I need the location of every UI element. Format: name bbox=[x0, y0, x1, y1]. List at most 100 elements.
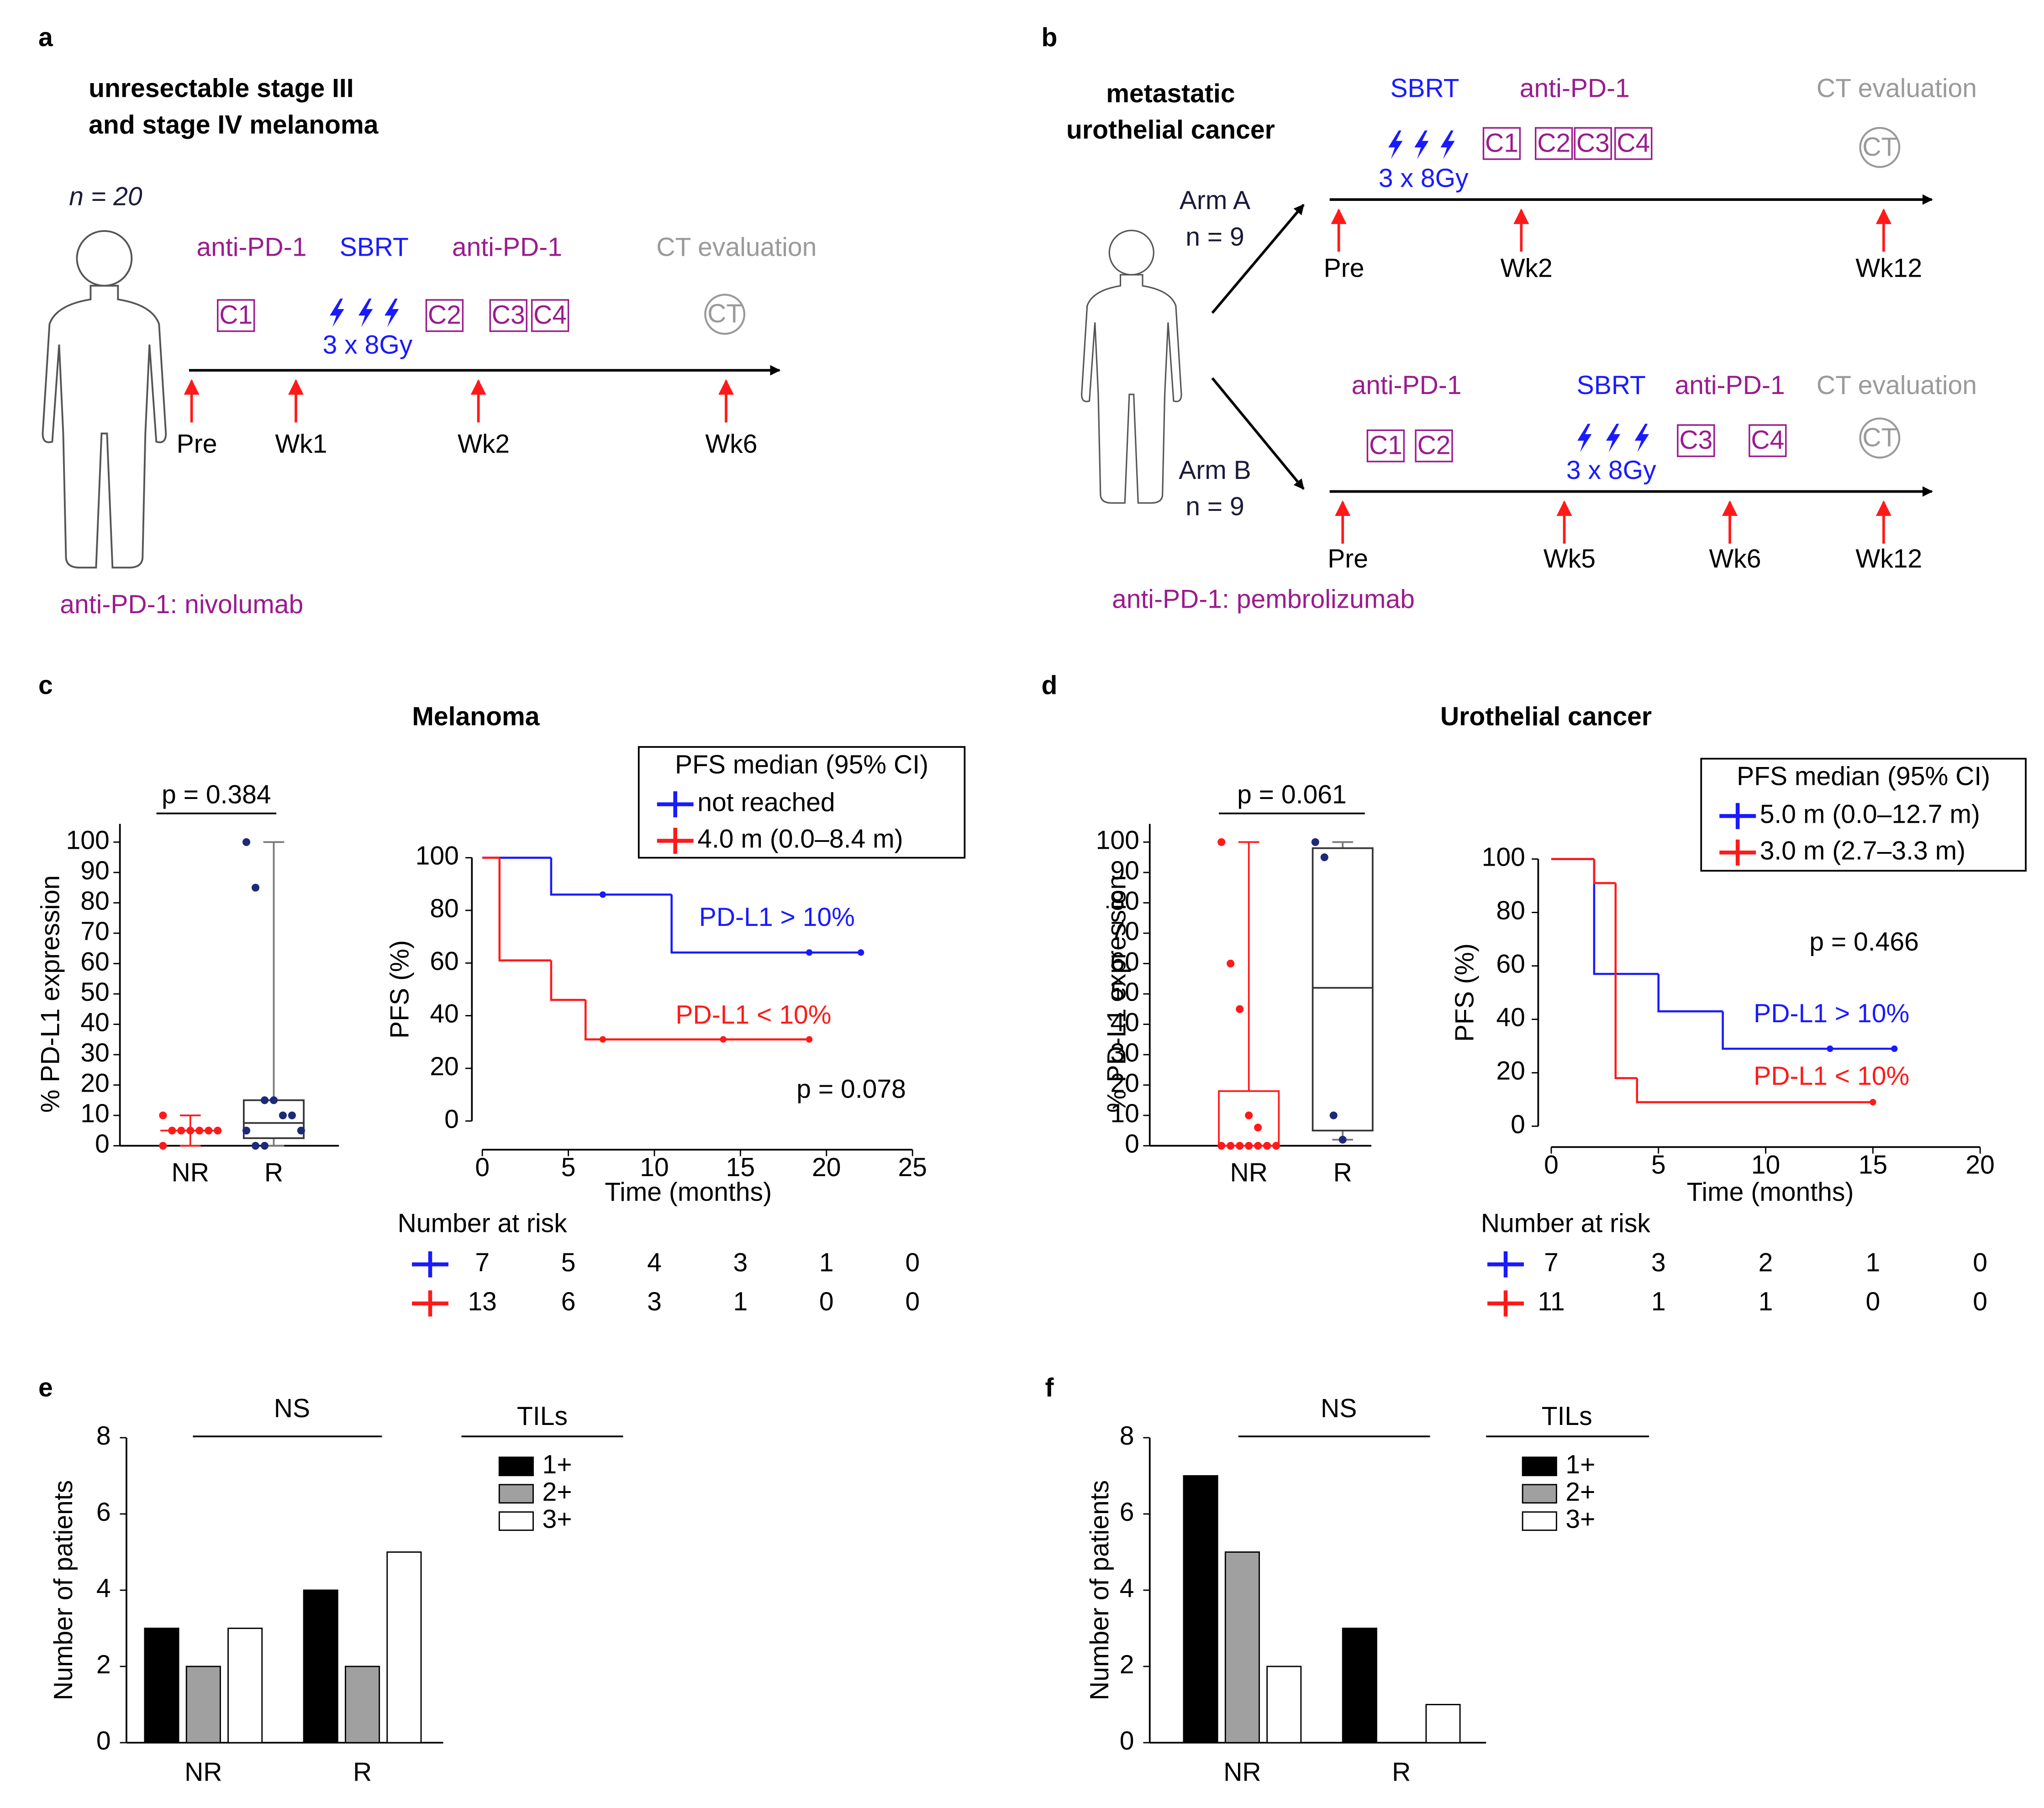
legend-swatch bbox=[1522, 1511, 1557, 1531]
arm-arrow bbox=[1211, 204, 1305, 314]
bar bbox=[144, 1628, 179, 1744]
y-tick-label: 80 bbox=[1496, 896, 1525, 925]
y-tick-label: 90 bbox=[1110, 856, 1139, 885]
legend-title: PFS median (95% CI) bbox=[675, 750, 928, 779]
scheme-title: unresectable stage III bbox=[89, 74, 354, 103]
legend-title: PFS median (95% CI) bbox=[1737, 762, 1990, 791]
bar bbox=[227, 1628, 263, 1744]
y-tick-label: 0 bbox=[1125, 1130, 1139, 1159]
cycle-label: C2 bbox=[1537, 128, 1570, 158]
y-tick-label: 100 bbox=[1482, 843, 1525, 872]
y-tick-label: 100 bbox=[416, 841, 459, 871]
at-risk-value: 11 bbox=[1538, 1287, 1565, 1316]
at-risk-value: 3 bbox=[647, 1287, 662, 1316]
box bbox=[242, 1099, 305, 1139]
scheme-title: metastatic bbox=[1106, 79, 1235, 108]
y-tick-label: 2 bbox=[1120, 1650, 1134, 1679]
x-tick-label: NR bbox=[184, 1758, 222, 1787]
group-label: PD-L1 < 10% bbox=[1754, 1062, 1909, 1091]
survival-step bbox=[1614, 883, 1637, 1079]
timepoint-label: Pre bbox=[1328, 544, 1368, 573]
x-tick-label: R bbox=[1333, 1158, 1352, 1187]
x-tick-label: NR bbox=[172, 1158, 209, 1187]
data-point bbox=[260, 1141, 269, 1150]
cycle-box bbox=[1415, 429, 1453, 463]
x-tick-label: 25 bbox=[898, 1153, 927, 1182]
survival-step bbox=[1636, 1078, 1873, 1104]
y-tick-label: 50 bbox=[80, 978, 110, 1007]
cycle-box bbox=[1574, 127, 1612, 160]
cycle-label: C2 bbox=[428, 300, 461, 330]
survival-step bbox=[670, 894, 861, 954]
at-risk-value: 0 bbox=[1973, 1248, 1987, 1277]
radiation-bolt bbox=[358, 299, 373, 327]
survival-step bbox=[584, 1000, 810, 1041]
y-tick-label: 0 bbox=[444, 1104, 459, 1134]
timepoint-label: Wk12 bbox=[1855, 253, 1922, 283]
cycle-box bbox=[531, 299, 569, 332]
cycle-box bbox=[217, 299, 255, 332]
cycle-label: C3 bbox=[1576, 128, 1610, 158]
scheme-footer: anti-PD-1: nivolumab bbox=[60, 590, 303, 619]
censor-mark bbox=[1827, 1045, 1833, 1052]
y-tick-label: 60 bbox=[80, 947, 110, 977]
y-tick-label: 2 bbox=[96, 1650, 111, 1679]
group-label: PD-L1 < 10% bbox=[675, 1000, 831, 1030]
data-point bbox=[1227, 959, 1235, 968]
panel-label: a bbox=[38, 23, 53, 52]
data-point bbox=[288, 1111, 296, 1119]
bar bbox=[386, 1551, 422, 1744]
ct-label: CT bbox=[707, 299, 742, 328]
y-tick-label: 8 bbox=[96, 1421, 111, 1451]
x-tick-label: 0 bbox=[1544, 1150, 1559, 1179]
y-tick-label: 8 bbox=[1120, 1421, 1134, 1451]
y-tick-label: 4 bbox=[1120, 1574, 1134, 1603]
data-point bbox=[1245, 1111, 1253, 1119]
data-point bbox=[1236, 1005, 1244, 1013]
y-tick-label: 100 bbox=[66, 825, 110, 855]
timepoint-label: Wk12 bbox=[1855, 544, 1922, 573]
box bbox=[1312, 847, 1374, 1132]
y-tick-label: 70 bbox=[1110, 917, 1139, 946]
data-point bbox=[269, 1096, 278, 1104]
data-point bbox=[1272, 1141, 1280, 1150]
survival-step bbox=[550, 960, 586, 1001]
y-tick-label: 60 bbox=[430, 946, 459, 976]
x-tick-label: R bbox=[353, 1758, 372, 1787]
bar bbox=[303, 1589, 338, 1744]
cohort-size: n = 20 bbox=[69, 182, 142, 211]
cycle-label: C1 bbox=[1369, 431, 1402, 460]
at-risk-value: 4 bbox=[647, 1248, 662, 1277]
y-tick-label: 30 bbox=[80, 1038, 110, 1067]
y-axis-label: % PD-L1 expression bbox=[36, 875, 65, 1113]
y-tick-label: 20 bbox=[1110, 1069, 1139, 1098]
ct-icon bbox=[1859, 417, 1901, 459]
phase-label: anti-PD-1 bbox=[196, 233, 306, 262]
x-tick-label: 0 bbox=[475, 1153, 490, 1182]
y-axis-label: % PD-L1 expression bbox=[1102, 875, 1131, 1113]
y-tick-label: 0 bbox=[95, 1130, 110, 1159]
data-point bbox=[1245, 1141, 1253, 1150]
data-point bbox=[195, 1126, 204, 1135]
x-tick-label: R bbox=[264, 1158, 283, 1187]
radiation-bolt bbox=[330, 299, 344, 327]
y-tick-label: 70 bbox=[80, 917, 110, 946]
data-point bbox=[1338, 1135, 1347, 1144]
data-point bbox=[1311, 838, 1319, 846]
data-point bbox=[1263, 1141, 1271, 1150]
x-axis-label: Time (months) bbox=[1687, 1177, 1854, 1207]
y-tick-label: 0 bbox=[96, 1726, 111, 1755]
legend-title: TILs bbox=[517, 1402, 568, 1431]
legend-label: 1+ bbox=[543, 1450, 572, 1479]
censor-mark bbox=[599, 891, 606, 898]
data-point bbox=[242, 1126, 251, 1135]
y-tick-label: 80 bbox=[80, 887, 110, 916]
phase-label: anti-PD-1 bbox=[452, 233, 562, 262]
censor-mark bbox=[720, 1036, 727, 1043]
at-risk-value: 1 bbox=[733, 1287, 748, 1316]
data-point bbox=[1227, 1141, 1235, 1150]
significance-label: NS bbox=[274, 1394, 310, 1423]
x-tick-label: NR bbox=[1223, 1758, 1261, 1787]
